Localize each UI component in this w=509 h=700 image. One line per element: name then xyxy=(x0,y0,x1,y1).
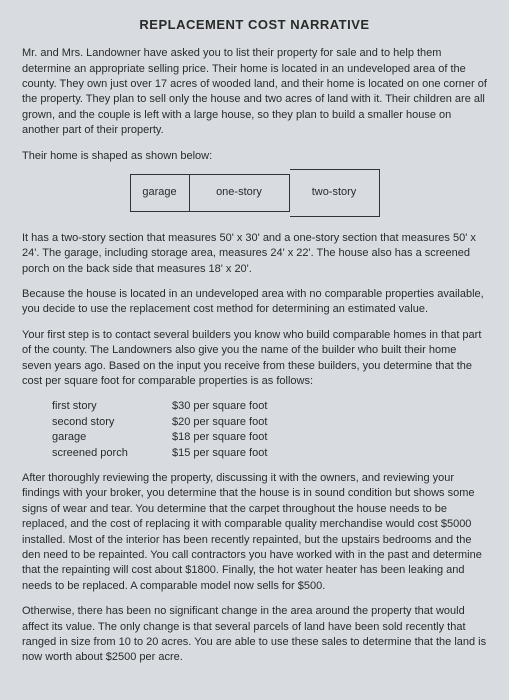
paragraph-builders: Your first step is to contact several bu… xyxy=(22,328,487,390)
cost-label: first story xyxy=(52,399,172,414)
diagram-box-onestory: one-story xyxy=(190,174,290,212)
cost-value: $15 per square foot xyxy=(172,446,322,461)
cost-label: screened porch xyxy=(52,446,172,461)
diagram-box-twostory: two-story xyxy=(290,169,380,217)
cost-row: screened porch $15 per square foot xyxy=(52,446,487,461)
paragraph-land: Otherwise, there has been no significant… xyxy=(22,604,487,666)
paragraph-condition: After thoroughly reviewing the property,… xyxy=(22,471,487,594)
cost-value: $18 per square foot xyxy=(172,430,322,445)
cost-label: garage xyxy=(52,430,172,445)
cost-value: $20 per square foot xyxy=(172,415,322,430)
cost-table: first story $30 per square foot second s… xyxy=(52,399,487,461)
house-diagram: garage one-story two-story xyxy=(22,174,487,217)
diagram-box-garage: garage xyxy=(130,174,190,212)
paragraph-method: Because the house is located in an undev… xyxy=(22,287,487,318)
cost-value: $30 per square foot xyxy=(172,399,322,414)
paragraph-dimensions: It has a two-story section that measures… xyxy=(22,231,487,277)
diagram-inner: garage one-story two-story xyxy=(130,174,380,217)
cost-row: garage $18 per square foot xyxy=(52,430,487,445)
cost-row: first story $30 per square foot xyxy=(52,399,487,414)
paragraph-shape-intro: Their home is shaped as shown below: xyxy=(22,149,487,164)
document-title: REPLACEMENT COST NARRATIVE xyxy=(22,16,487,34)
cost-row: second story $20 per square foot xyxy=(52,415,487,430)
paragraph-intro: Mr. and Mrs. Landowner have asked you to… xyxy=(22,46,487,138)
cost-label: second story xyxy=(52,415,172,430)
